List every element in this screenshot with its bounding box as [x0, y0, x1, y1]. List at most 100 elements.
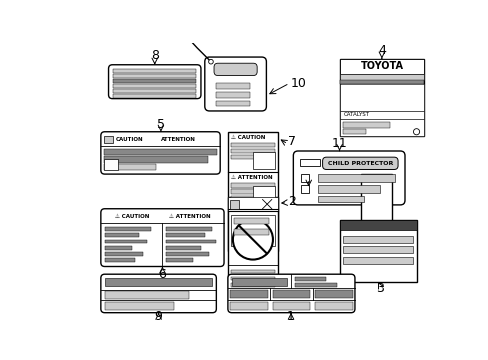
- Bar: [230, 283, 274, 287]
- Bar: [360, 174, 391, 222]
- Bar: [339, 84, 424, 111]
- Bar: [104, 233, 139, 237]
- Text: 5: 5: [157, 118, 164, 131]
- Bar: [234, 218, 268, 224]
- Bar: [230, 199, 239, 209]
- Bar: [317, 195, 364, 202]
- Text: 3: 3: [375, 282, 383, 294]
- Bar: [227, 132, 277, 251]
- Bar: [104, 252, 143, 256]
- Bar: [317, 174, 394, 182]
- Text: CAUTION: CAUTION: [116, 137, 143, 142]
- Text: ⚠ CAUTION: ⚠ CAUTION: [230, 135, 265, 140]
- Bar: [104, 164, 155, 170]
- Bar: [294, 283, 337, 287]
- Bar: [339, 80, 424, 84]
- FancyBboxPatch shape: [101, 209, 224, 266]
- Bar: [230, 276, 274, 280]
- Circle shape: [208, 59, 213, 64]
- Bar: [166, 233, 204, 237]
- Bar: [231, 278, 286, 286]
- Bar: [343, 130, 366, 134]
- Bar: [339, 59, 424, 74]
- Circle shape: [232, 220, 272, 260]
- Bar: [294, 277, 325, 281]
- Bar: [339, 119, 424, 136]
- Text: 2: 2: [287, 194, 295, 208]
- Bar: [104, 149, 217, 155]
- FancyBboxPatch shape: [227, 274, 354, 313]
- Bar: [272, 302, 310, 310]
- Bar: [113, 79, 196, 83]
- Bar: [339, 220, 416, 282]
- Bar: [230, 183, 274, 188]
- Bar: [317, 185, 379, 193]
- Bar: [104, 278, 212, 286]
- Bar: [113, 69, 196, 73]
- Bar: [314, 291, 352, 298]
- Bar: [166, 239, 216, 243]
- Bar: [314, 302, 352, 310]
- Bar: [104, 246, 131, 249]
- Bar: [272, 291, 310, 298]
- Bar: [343, 122, 389, 128]
- Bar: [343, 247, 412, 253]
- Text: ⚠ ATTENTION: ⚠ ATTENTION: [168, 214, 210, 219]
- Bar: [252, 186, 274, 203]
- Bar: [166, 258, 193, 262]
- Bar: [343, 257, 412, 264]
- Bar: [230, 143, 274, 147]
- Bar: [166, 252, 208, 256]
- Bar: [230, 215, 274, 246]
- Text: ⚠ ATTENTION: ⚠ ATTENTION: [230, 175, 272, 180]
- Bar: [230, 189, 274, 194]
- Bar: [299, 159, 319, 166]
- Bar: [227, 197, 277, 289]
- Bar: [113, 84, 196, 88]
- Bar: [301, 185, 308, 193]
- Bar: [230, 302, 267, 310]
- FancyBboxPatch shape: [108, 65, 201, 99]
- Bar: [104, 302, 174, 310]
- Bar: [343, 236, 412, 243]
- Bar: [339, 111, 424, 119]
- Text: ⚠ CAUTION: ⚠ CAUTION: [115, 214, 149, 219]
- Bar: [230, 270, 274, 274]
- Bar: [301, 174, 308, 182]
- Text: ATTENTION: ATTENTION: [161, 137, 195, 142]
- Bar: [104, 136, 113, 143]
- Bar: [104, 258, 135, 262]
- Bar: [104, 291, 189, 299]
- Circle shape: [413, 129, 419, 135]
- Bar: [166, 227, 212, 231]
- Text: TOYOTA: TOYOTA: [360, 61, 403, 71]
- Bar: [339, 59, 424, 136]
- Bar: [166, 246, 201, 249]
- Bar: [104, 156, 207, 163]
- Bar: [113, 89, 196, 93]
- Text: CATALYST: CATALYST: [343, 112, 368, 117]
- Bar: [339, 220, 416, 230]
- Text: 6: 6: [158, 268, 166, 281]
- Bar: [227, 197, 277, 211]
- Bar: [252, 152, 274, 169]
- FancyBboxPatch shape: [214, 63, 257, 76]
- FancyBboxPatch shape: [293, 151, 404, 205]
- Bar: [339, 74, 424, 80]
- Bar: [230, 291, 267, 298]
- Bar: [104, 239, 147, 243]
- Text: CHILD PROTECTOR: CHILD PROTECTOR: [327, 161, 392, 166]
- Bar: [104, 159, 118, 170]
- FancyBboxPatch shape: [101, 132, 220, 174]
- Bar: [215, 101, 250, 106]
- Bar: [104, 227, 151, 231]
- FancyBboxPatch shape: [101, 274, 216, 313]
- Text: 10: 10: [290, 77, 305, 90]
- Bar: [113, 74, 196, 78]
- Bar: [113, 94, 196, 98]
- Bar: [230, 149, 274, 153]
- Bar: [234, 229, 268, 235]
- FancyBboxPatch shape: [204, 57, 266, 111]
- Text: 1: 1: [286, 310, 294, 323]
- Bar: [215, 93, 250, 98]
